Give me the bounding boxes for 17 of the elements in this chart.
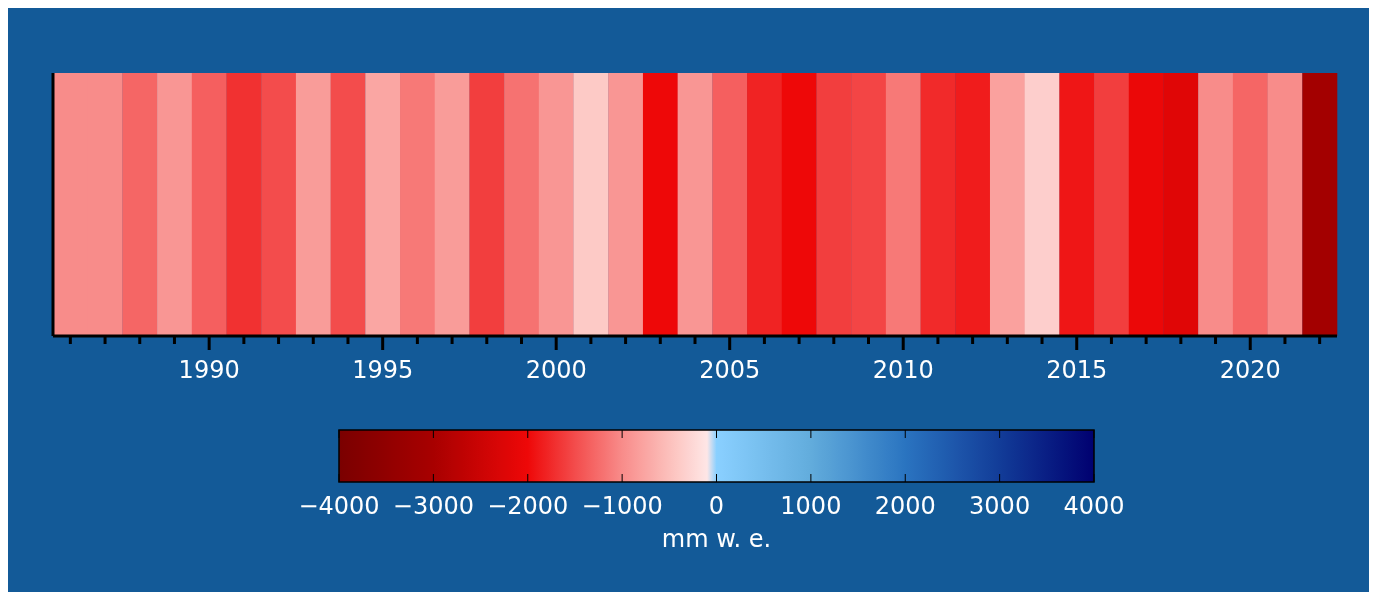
color-bar-label: −3000 (392, 492, 474, 520)
color-bar-label: 4000 (1063, 492, 1125, 520)
color-bar-label: 1000 (780, 492, 842, 520)
color-bar-label: 3000 (969, 492, 1031, 520)
x-tick-label: 2015 (1046, 356, 1108, 384)
color-bar-label: −2000 (487, 492, 569, 520)
color-bar-label: 0 (708, 492, 725, 520)
x-tick-label: 2005 (699, 356, 761, 384)
color-bar-label: −1000 (581, 492, 663, 520)
color-bar-title: mm w. e. (661, 525, 772, 554)
x-tick-label: 1990 (178, 356, 240, 384)
color-bar-label: −4000 (298, 492, 380, 520)
x-tick-label: 2020 (1219, 356, 1281, 384)
color-bar-label: 2000 (874, 492, 936, 520)
x-tick-label: 1995 (352, 356, 414, 384)
x-tick-label: 2010 (872, 356, 934, 384)
x-tick-label: 2000 (525, 356, 587, 384)
